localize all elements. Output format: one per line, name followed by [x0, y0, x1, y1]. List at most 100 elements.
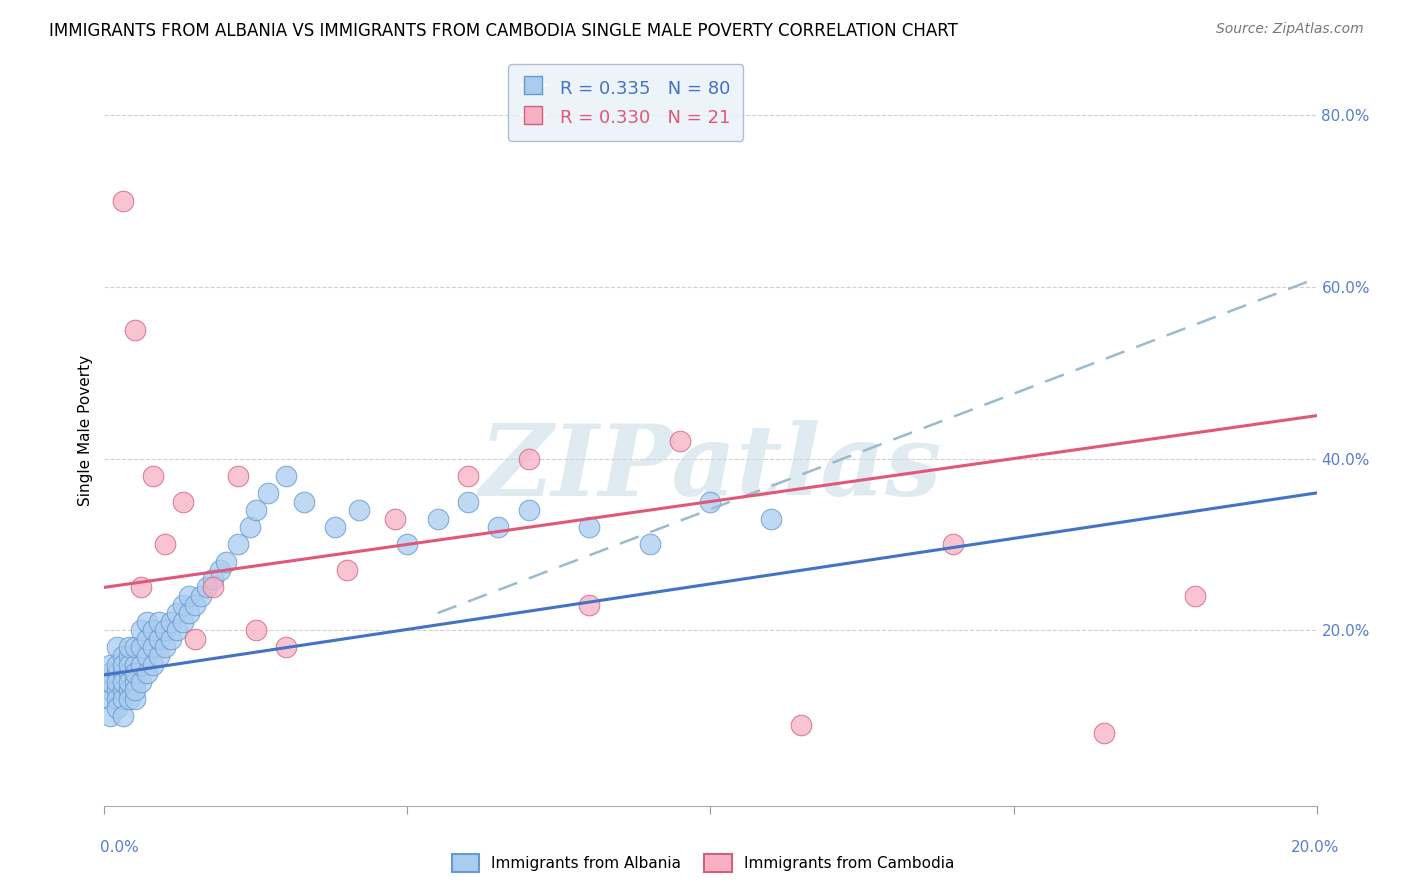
- Point: [202, 572, 225, 586]
- Point: [117, 692, 139, 706]
- Point: [124, 692, 146, 706]
- Point: [292, 494, 315, 508]
- Point: [347, 503, 370, 517]
- Point: [384, 511, 406, 525]
- Point: [100, 683, 122, 698]
- Point: [578, 598, 600, 612]
- Point: [105, 640, 128, 655]
- Point: [105, 692, 128, 706]
- Point: [135, 632, 157, 646]
- Point: [135, 648, 157, 663]
- Point: [426, 511, 449, 525]
- Point: [276, 468, 298, 483]
- Point: [111, 683, 134, 698]
- Point: [166, 624, 188, 638]
- Point: [148, 615, 170, 629]
- Point: [160, 632, 183, 646]
- Point: [276, 640, 298, 655]
- Point: [184, 598, 207, 612]
- Point: [124, 683, 146, 698]
- Point: [179, 589, 201, 603]
- Text: IMMIGRANTS FROM ALBANIA VS IMMIGRANTS FROM CAMBODIA SINGLE MALE POVERTY CORRELAT: IMMIGRANTS FROM ALBANIA VS IMMIGRANTS FR…: [49, 22, 957, 40]
- Point: [153, 537, 176, 551]
- Text: ZIPatlas: ZIPatlas: [479, 420, 942, 516]
- Point: [517, 451, 540, 466]
- Point: [457, 494, 479, 508]
- Point: [117, 674, 139, 689]
- Point: [111, 657, 134, 672]
- Point: [245, 503, 267, 517]
- Y-axis label: Single Male Poverty: Single Male Poverty: [79, 355, 93, 507]
- Point: [117, 666, 139, 681]
- Point: [153, 640, 176, 655]
- Point: [129, 657, 152, 672]
- Point: [124, 666, 146, 681]
- Point: [226, 468, 249, 483]
- Point: [336, 563, 359, 577]
- Point: [184, 632, 207, 646]
- Point: [129, 640, 152, 655]
- Point: [111, 194, 134, 208]
- Point: [202, 580, 225, 594]
- Point: [396, 537, 419, 551]
- Point: [172, 615, 194, 629]
- Point: [638, 537, 661, 551]
- Point: [105, 674, 128, 689]
- Point: [100, 657, 122, 672]
- Point: [135, 666, 157, 681]
- Point: [190, 589, 212, 603]
- Point: [111, 709, 134, 723]
- Point: [323, 520, 346, 534]
- Point: [942, 537, 965, 551]
- Text: 0.0%: 0.0%: [100, 840, 139, 855]
- Point: [208, 563, 231, 577]
- Point: [699, 494, 721, 508]
- Point: [142, 640, 165, 655]
- Text: Source: ZipAtlas.com: Source: ZipAtlas.com: [1216, 22, 1364, 37]
- Point: [148, 632, 170, 646]
- Legend: R = 0.335   N = 80, R = 0.330   N = 21: R = 0.335 N = 80, R = 0.330 N = 21: [508, 64, 744, 141]
- Text: 20.0%: 20.0%: [1291, 840, 1339, 855]
- Point: [759, 511, 782, 525]
- Point: [172, 494, 194, 508]
- Point: [105, 700, 128, 714]
- Point: [100, 709, 122, 723]
- Point: [1094, 726, 1116, 740]
- Point: [100, 692, 122, 706]
- Point: [166, 606, 188, 620]
- Point: [117, 683, 139, 698]
- Point: [124, 674, 146, 689]
- Point: [179, 606, 201, 620]
- Point: [257, 486, 280, 500]
- Point: [578, 520, 600, 534]
- Point: [142, 468, 165, 483]
- Point: [124, 323, 146, 337]
- Point: [457, 468, 479, 483]
- Point: [669, 434, 692, 449]
- Point: [214, 555, 236, 569]
- Point: [117, 640, 139, 655]
- Point: [105, 683, 128, 698]
- Point: [117, 657, 139, 672]
- Point: [117, 648, 139, 663]
- Point: [197, 580, 219, 594]
- Point: [111, 692, 134, 706]
- Point: [160, 615, 183, 629]
- Point: [239, 520, 262, 534]
- Point: [105, 666, 128, 681]
- Point: [111, 674, 134, 689]
- Point: [105, 657, 128, 672]
- Point: [148, 648, 170, 663]
- Point: [129, 624, 152, 638]
- Legend: Immigrants from Albania, Immigrants from Cambodia: Immigrants from Albania, Immigrants from…: [444, 846, 962, 880]
- Point: [153, 624, 176, 638]
- Point: [129, 580, 152, 594]
- Point: [142, 657, 165, 672]
- Point: [790, 717, 813, 731]
- Point: [100, 674, 122, 689]
- Point: [129, 674, 152, 689]
- Point: [486, 520, 509, 534]
- Point: [124, 657, 146, 672]
- Point: [142, 624, 165, 638]
- Point: [135, 615, 157, 629]
